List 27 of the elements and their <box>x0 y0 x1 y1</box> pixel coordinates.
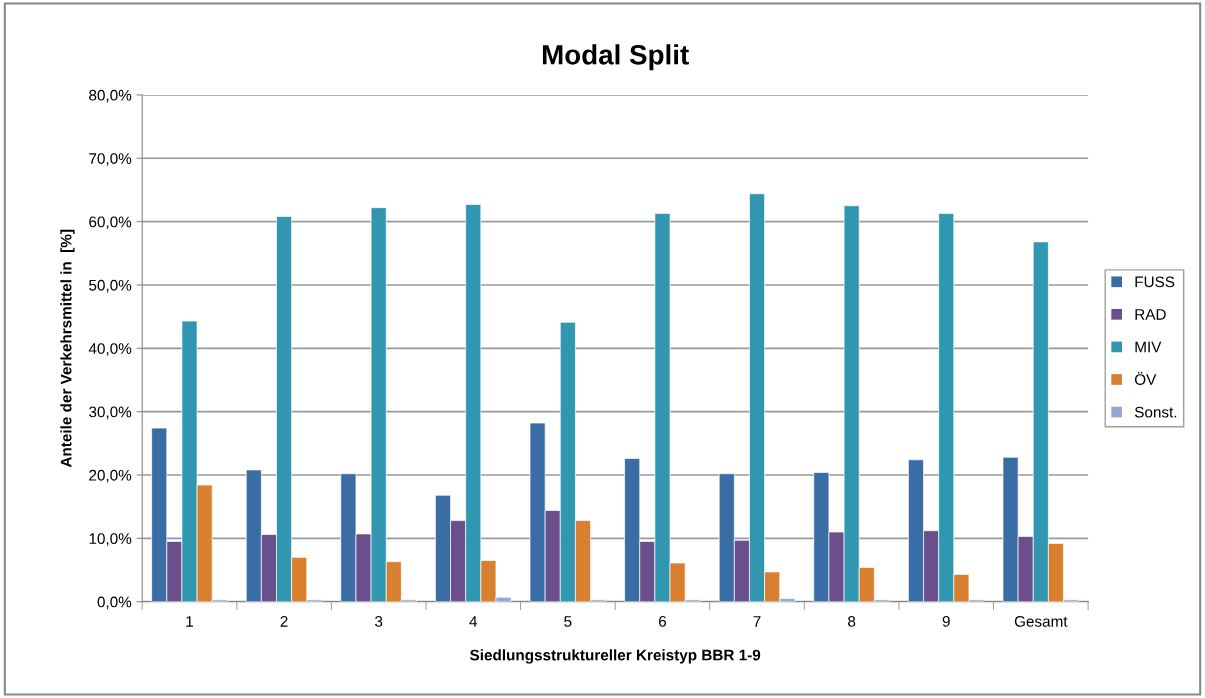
x-tick-label: 1 <box>186 616 193 627</box>
y-tick-label: 20,0% <box>89 469 132 483</box>
x-tick-label: 5 <box>564 616 572 627</box>
y-tick-label: 60,0% <box>89 216 132 230</box>
x-tick-label: 6 <box>658 615 667 627</box>
x-tick-label: 2 <box>280 615 288 627</box>
legend-label: RAD <box>1135 309 1166 320</box>
x-tick-label: 8 <box>848 615 856 627</box>
y-axis-title: Anteile der Verkehrsmittel in [%] <box>60 229 75 468</box>
x-axis-title: Siedlungsstruktureller Kreistyp BBR 1-9 <box>470 649 761 664</box>
y-tick-label: 70,0% <box>89 153 132 166</box>
x-tick-label: 3 <box>375 615 383 627</box>
chart-title: Modal Split <box>542 44 689 71</box>
y-tick-label: 30,0% <box>89 406 132 420</box>
legend-label: ÖV <box>1134 372 1157 385</box>
y-tick-label: 10,0% <box>89 533 132 546</box>
legend-label: MIV <box>1135 341 1162 353</box>
x-tick-label: 7 <box>753 616 761 627</box>
x-tick-label: 4 <box>469 616 478 627</box>
x-tick-label: 9 <box>942 615 950 627</box>
legend-label: FUSS <box>1135 276 1175 288</box>
x-tick-label: Gesamt <box>1014 615 1068 627</box>
y-tick-label: 50,0% <box>89 279 132 293</box>
y-tick-label: 0,0% <box>97 596 132 610</box>
y-tick-label: 40,0% <box>88 343 132 356</box>
y-tick-label: 80,0% <box>89 89 132 103</box>
legend-label: Sonst. <box>1134 406 1177 418</box>
